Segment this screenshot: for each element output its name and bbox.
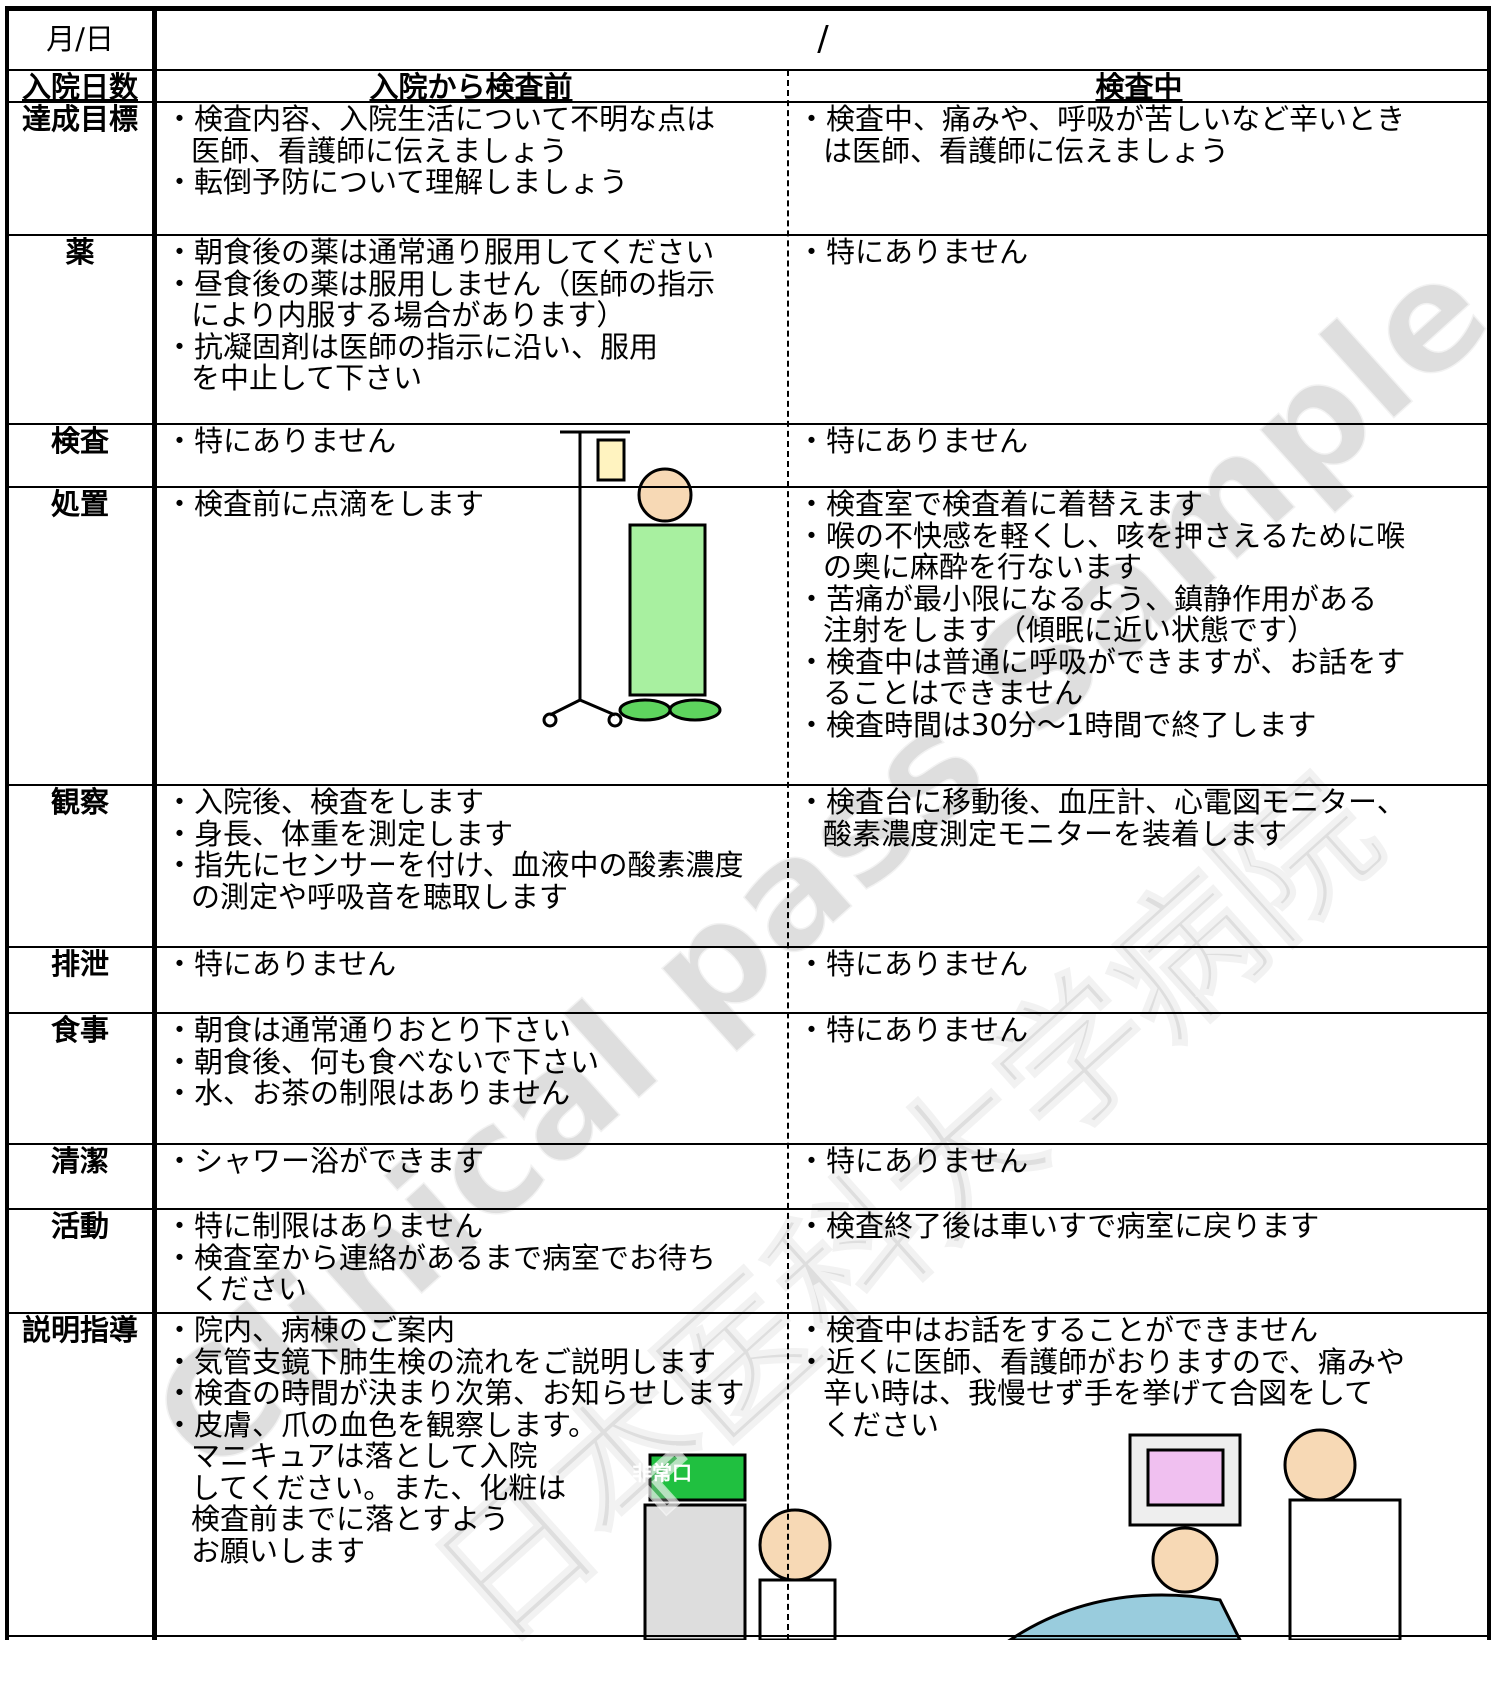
before-text: 医師、看護師に伝えましょう (191, 133, 569, 168)
during-text: ・特にありません (797, 947, 1029, 981)
before-text: ・気管支鏡下肺生検の流れをご説明します (165, 1344, 717, 1379)
before-text: ・皮膚、爪の血色を観察します。 (165, 1407, 598, 1442)
before-text: ・指先にセンサーを付け、血液中の酸素濃度 (165, 848, 744, 882)
during-text: ・検査台に移動後、血圧計、心電図モニター、 (797, 785, 1406, 819)
before-text: ・院内、病棟のご案内 (165, 1313, 456, 1347)
row-border (5, 1312, 1491, 1314)
before-text: ・水、お茶の制限はありません (165, 1076, 571, 1110)
before-text: ・朝食は通常通りおとり下さい (165, 1013, 572, 1047)
before-text: してください。また、化粧は (191, 1470, 567, 1505)
during-text: ・検査中、痛みや、呼吸が苦しいなど辛いとき (797, 102, 1406, 136)
illustrations (542, 430, 1402, 1640)
before-text: ・転倒予防について理解しましょう (165, 165, 629, 199)
row-border (5, 423, 1491, 425)
during-text: は医師、看護師に伝えましょう (823, 133, 1230, 168)
during-text: ・検査時間は30分〜1時間で終了します (797, 707, 1317, 742)
during-text: 辛い時は、我慢せず手を挙げて合図をして (823, 1376, 1374, 1410)
row-label: 処置 (50, 487, 109, 521)
during-text: ・喉の不快感を軽くし、咳を押さえるために喉 (797, 518, 1406, 553)
date-label: 月/日 (46, 22, 114, 56)
during-text: ・苦痛が最小限になるよう、鎮静作用がある (797, 581, 1378, 616)
col-before-header: 入院から検査前 (369, 70, 573, 104)
before-text: ・検査室から連絡があるまで病室でお待ち (165, 1240, 717, 1275)
dashed-divider (787, 70, 789, 1640)
row-border (5, 946, 1491, 948)
during-text: 注射をします（傾眠に近い状態です） (823, 613, 1317, 647)
during-text: ・検査中は普通に呼吸ができますが、お話をす (797, 644, 1406, 679)
before-text: ・朝食後、何も食べないで下さい (165, 1044, 600, 1079)
row-border (5, 1635, 1491, 1637)
row-label: 活動 (50, 1209, 109, 1243)
row-border (5, 6, 1491, 11)
before-text: ・身長、体重を測定します (165, 816, 514, 851)
row-label: 観察 (50, 785, 109, 819)
before-text: の測定や呼吸音を聴取します (191, 879, 569, 914)
before-text: により内服する場合があります） (191, 298, 626, 332)
before-text: ・検査内容、入院生活について不明な点は (165, 102, 716, 136)
row-border (5, 69, 1491, 71)
before-text: ください (191, 1272, 308, 1306)
during-text: ・特にありません (797, 1144, 1029, 1178)
during-text: の奥に麻酔を行ないます (823, 550, 1143, 584)
before-text: マニキュアは落として入院 (191, 1439, 538, 1473)
before-text: ・特にありません (165, 947, 397, 981)
during-text: ・近くに医師、看護師がおりますので、痛みや (797, 1344, 1405, 1379)
col-border (152, 10, 157, 1640)
row-label: 排泄 (50, 947, 109, 981)
row-border (5, 234, 1491, 236)
before-text: ・朝食後の薬は通常通り服用してください (165, 235, 715, 269)
row-label: 検査 (50, 424, 109, 458)
row-label: 清潔 (50, 1144, 109, 1178)
before-text: 検査前までに落とすよう (191, 1502, 510, 1536)
row-border (5, 1208, 1491, 1210)
during-text: ・特にありません (797, 235, 1029, 269)
row-border (5, 1143, 1491, 1145)
row-border (5, 101, 1491, 103)
days-label: 入院日数 (21, 70, 138, 104)
before-text: ・特に制限はありません (165, 1209, 484, 1243)
during-text: ・検査終了後は車いすで病室に戻ります (797, 1209, 1320, 1243)
clinical-path-page: Clinical pass Sample 日本医科大学病院 非常口 月/日 / 入院… (5, 6, 1500, 1677)
row-border (5, 784, 1491, 786)
during-text: ・特にありません (797, 1013, 1029, 1047)
iv-stand (542, 430, 722, 728)
before-text: ・入院後、検査をします (165, 785, 485, 819)
before-text: お願いします (191, 1533, 366, 1568)
col-during-header: 検査中 (1095, 70, 1183, 104)
exit-sign: 非常口 (632, 1461, 692, 1485)
row-border (5, 486, 1491, 488)
during-text: ・検査中はお話をすることができません (797, 1313, 1319, 1347)
row-border (5, 1012, 1491, 1014)
before-text: ・昼食後の薬は服用しません（医師の指示 (165, 266, 716, 301)
during-text: 酸素濃度測定モニターを装着します (823, 816, 1288, 851)
before-text: ・検査の時間が決まり次第、お知らせします (165, 1376, 745, 1410)
before-text: を中止して下さい (191, 361, 423, 395)
during-text: ることはできません (823, 676, 1084, 710)
col-border (5, 10, 9, 1640)
before-text: ・シャワー浴ができます (165, 1144, 485, 1178)
date-value: / (817, 19, 829, 59)
before-text: ・検査前に点滴をします (165, 487, 485, 521)
row-label: 食事 (50, 1013, 109, 1047)
during-text: ・検査室で検査着に着替えます (797, 487, 1204, 521)
before-text: ・抗凝固剤は医師の指示に沿い、服用 (165, 329, 659, 364)
nurse-exit (643, 1453, 837, 1640)
before-text: ・特にありません (165, 424, 397, 458)
row-label: 薬 (65, 235, 95, 269)
during-text: ・特にありません (797, 424, 1029, 458)
col-border (1487, 10, 1491, 1640)
during-text: ください (823, 1407, 940, 1442)
row-label: 達成目標 (21, 102, 138, 136)
row-label: 説明指導 (21, 1313, 138, 1347)
doctor-patient (1007, 1428, 1402, 1640)
